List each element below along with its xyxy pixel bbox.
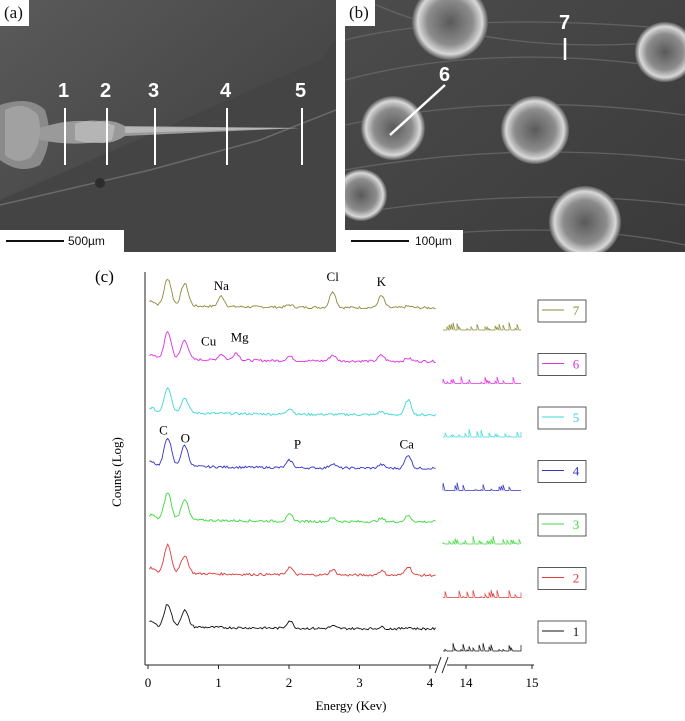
spectrum-line-6: [149, 330, 436, 363]
site-label-1: 1: [58, 80, 70, 102]
panel-letter-c: (c): [95, 267, 114, 286]
legend-label-6: 6: [573, 357, 580, 372]
legend-label-1: 1: [573, 624, 580, 639]
legend-box-1: [537, 620, 587, 644]
legend-label-5: 5: [573, 410, 580, 425]
scale-bar-a-label: 500µm: [68, 234, 105, 248]
element-label-p: P: [294, 437, 301, 452]
site-line-3: [154, 108, 156, 165]
x-tick-label-3: 3: [356, 675, 363, 690]
spectrum-line-5: [149, 387, 436, 417]
site-line-4: [226, 108, 228, 165]
eds-spectra-svg: (c) 0 1 2 3 4 14 15 Na Cl K Cu Mg CO P Ca 7 6 5 4 3 2 1 Cou…: [95, 267, 587, 713]
legend-box-6: [537, 353, 587, 376]
legend-box-5: [537, 406, 587, 430]
x-tick-label-4: 4: [427, 675, 434, 690]
site-line-1: [64, 108, 66, 165]
scale-bar-a-line: [6, 240, 64, 242]
eds-spectra-chart: (c) 0 1 2 3 4 14 15 Na Cl K Cu Mg C O P Ca 7 6 5 4 3 2 1 Cou…: [0, 260, 685, 716]
x-tick-label-2: 2: [286, 675, 293, 690]
spectra-group: [149, 278, 522, 652]
scale-bar-b-line: [351, 240, 409, 242]
sem-image-b-graphic: [345, 0, 685, 252]
spectrum-tail-7: [443, 322, 521, 332]
spectrum-tail-3: [442, 536, 522, 546]
site-label-5: 5: [295, 80, 307, 102]
spectrum-line-2: [149, 543, 436, 577]
legend-group: 7 6 5 4 3 2 1: [537, 299, 587, 644]
scale-bar-b: 100µm: [345, 230, 463, 252]
x-tick-label-1: 1: [215, 675, 222, 690]
site-label-7: 7: [559, 12, 571, 34]
spectrum-tail-6: [442, 376, 521, 385]
spectrum-line-3: [149, 492, 436, 524]
element-label-k: K: [377, 274, 387, 289]
spectrum-line-1: [149, 604, 436, 631]
x-tick-label-15: 15: [526, 675, 539, 690]
element-label-c: C: [159, 423, 168, 438]
element-label-cl: Cl: [327, 269, 340, 284]
sem-image-b: 6 7 (b) 100µm: [345, 0, 685, 252]
spectrum-tail-1: [443, 643, 522, 652]
x-tick-label-14: 14: [460, 675, 474, 690]
legend-box-4: [537, 460, 587, 483]
spectrum-tail-4: [442, 482, 521, 492]
x-tick-label-0: 0: [145, 675, 152, 690]
legend-label-2: 2: [573, 571, 580, 586]
legend-box-2: [537, 567, 587, 590]
axis-break-mark-2: [441, 656, 449, 674]
x-axis-label: Energy (Kev): [316, 698, 387, 713]
site-label-4: 4: [220, 80, 232, 102]
legend-box-3: [537, 513, 587, 537]
sem-image-a: 1 2 3 4 5 (a) 500µm: [0, 0, 336, 252]
site-label-6: 6: [439, 64, 451, 86]
site-label-3: 3: [148, 80, 160, 102]
axis-break-mark-1: [434, 656, 442, 674]
element-label-na: Na: [214, 278, 229, 293]
chart-axes: 0 1 2 3 4 14 15: [144, 272, 539, 690]
sem-image-a-graphic: [0, 0, 336, 252]
legend-label-3: 3: [573, 517, 580, 532]
site-line-5: [301, 108, 303, 165]
panel-letter-b: (b): [345, 0, 375, 26]
panel-letter-a: (a): [0, 0, 29, 26]
element-label-o: O: [181, 431, 190, 446]
element-labels-group: Na Cl K Cu Mg CO P Ca: [159, 269, 414, 452]
site-line-2: [106, 108, 108, 165]
spectrum-tail-5: [443, 429, 522, 439]
y-axis-label: Counts (Log): [109, 437, 124, 507]
legend-box-7: [537, 299, 587, 323]
element-label-ca: Ca: [400, 437, 415, 452]
legend-label-7: 7: [573, 303, 580, 318]
scale-bar-a: 500µm: [0, 230, 124, 252]
site-label-2: 2: [100, 80, 112, 102]
element-label-cu: Cu: [201, 334, 217, 349]
spectrum-line-7: [149, 278, 436, 310]
scale-bar-b-label: 100µm: [415, 234, 452, 248]
spectrum-line-4: [149, 437, 436, 470]
panel-letter-a-text: (a): [4, 3, 23, 22]
panel-letter-b-text: (b): [349, 3, 369, 22]
element-label-mg: Mg: [231, 330, 250, 345]
spectrum-tail-2: [443, 589, 522, 599]
legend-label-4: 4: [573, 464, 580, 479]
